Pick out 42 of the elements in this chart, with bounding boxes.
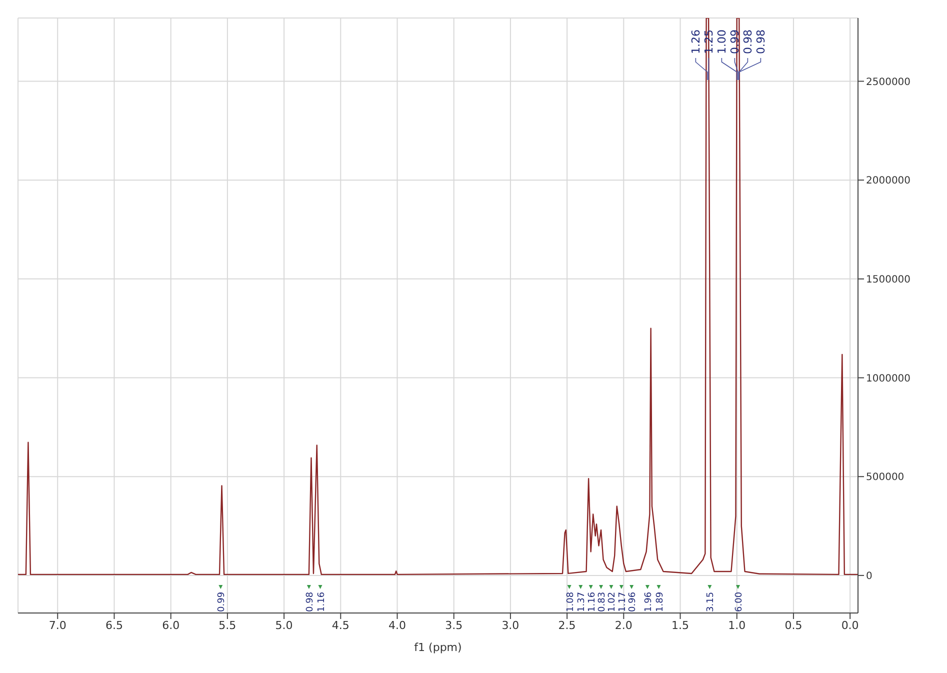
annotation: 1.02 (608, 592, 618, 612)
annotation: 0.98 (742, 30, 755, 54)
annotation: 1.08 (566, 592, 576, 612)
y-tick-label: 2000000 (866, 176, 911, 187)
annotation: 0.99 (728, 30, 742, 54)
annotation: 0.99 (217, 592, 228, 612)
annotation: 1.16 (316, 592, 327, 612)
annotation: 1.26 (690, 30, 703, 54)
annotation: 1.16 (587, 592, 598, 612)
x-tick-label: 0.5 (784, 618, 802, 632)
y-tick-label: 0 (866, 570, 872, 582)
annotation: 1.37 (577, 592, 588, 612)
x-tick-label: 6.0 (162, 618, 180, 632)
annotation: 1.17 (618, 592, 628, 612)
x-axis-title: f1 (ppm) (414, 641, 462, 654)
x-tick-label: 4.5 (332, 618, 350, 632)
annotation: 1.96 (644, 592, 654, 612)
annotation: 1.00 (716, 30, 729, 54)
y-tick-label: 1000000 (866, 373, 911, 384)
x-tick-label: 6.5 (105, 618, 123, 632)
x-tick-label: 3.5 (445, 618, 463, 632)
x-tick-label: 3.0 (502, 618, 520, 632)
x-tick-label: 1.0 (728, 618, 746, 632)
annotation: 0.96 (628, 592, 638, 612)
annotation: 0.83 (598, 592, 608, 612)
annotation: 6.00 (734, 592, 744, 612)
x-tick-label: 5.5 (218, 618, 236, 632)
x-tick-label: 0.0 (841, 618, 859, 632)
annotation: 0.98 (305, 592, 316, 612)
annotation: 1.25 (702, 30, 716, 54)
y-tick-label: 2500000 (866, 76, 911, 88)
x-tick-label: 5.0 (275, 618, 293, 632)
x-tick-label: 4.0 (388, 618, 406, 632)
annotation: 0.98 (754, 30, 768, 54)
annotation: 1.89 (655, 592, 666, 612)
x-tick-label: 7.0 (48, 618, 66, 632)
x-tick-label: 2.0 (614, 618, 632, 632)
x-tick-label: 1.5 (672, 618, 690, 632)
x-tick-label: 2.5 (558, 618, 576, 632)
y-tick-label: 500000 (866, 472, 904, 484)
y-tick-label: 1500000 (866, 274, 911, 286)
annotation: 3.15 (706, 592, 716, 612)
